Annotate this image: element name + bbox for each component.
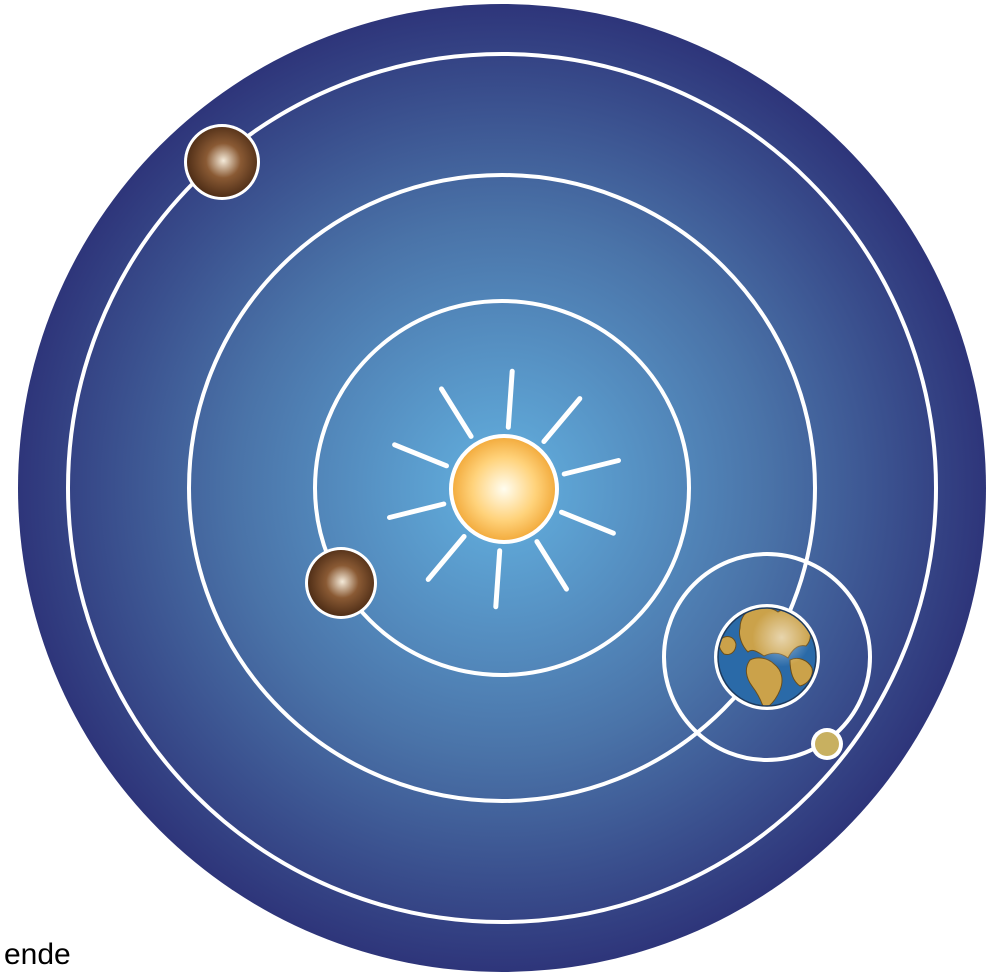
moon-icon — [811, 728, 843, 760]
orbits — [66, 52, 938, 924]
caption-text: ende — [4, 938, 71, 971]
sun-ray — [561, 458, 621, 477]
moon-orbit — [662, 552, 872, 762]
earth-icon — [714, 604, 820, 710]
orbit-inner — [313, 299, 691, 677]
sun-ray — [425, 534, 467, 582]
sun-ray — [387, 501, 447, 520]
orbit-middle — [187, 173, 817, 803]
sun-ray — [534, 539, 569, 592]
sun-ray — [541, 396, 583, 444]
sun-icon — [449, 434, 559, 544]
sun-ray — [493, 548, 503, 610]
planet-icon — [305, 547, 377, 619]
sun-ray — [439, 386, 474, 439]
planet-icon — [184, 124, 260, 200]
sun-ray — [559, 509, 616, 536]
sun-rays — [387, 368, 621, 610]
orbit-outer — [66, 52, 938, 924]
sun-ray — [505, 368, 515, 430]
sun-ray — [392, 442, 449, 469]
